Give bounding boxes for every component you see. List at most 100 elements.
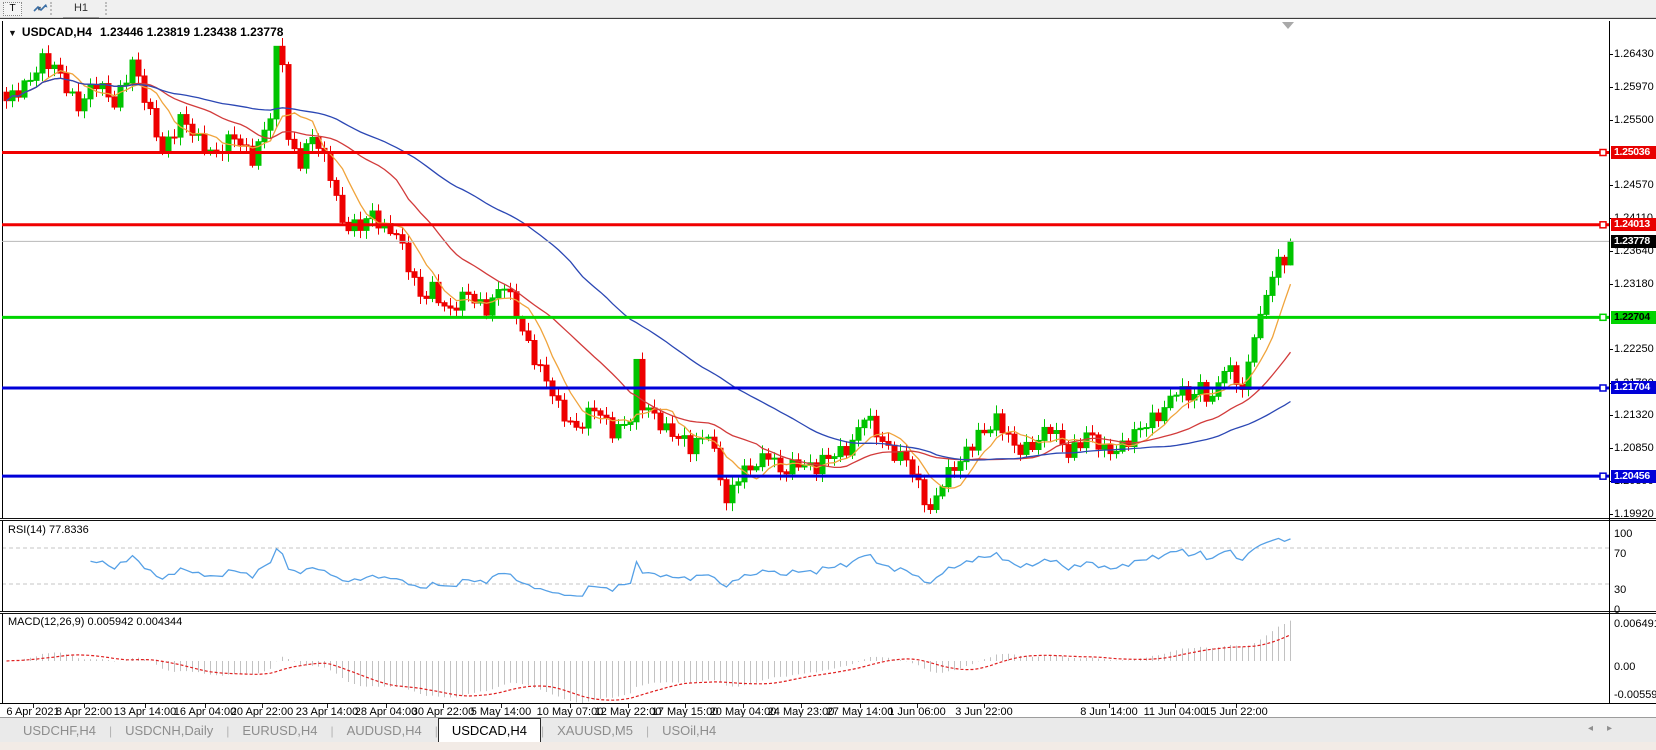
tab-xauusd-m5[interactable]: XAUUSD,M5 [557, 723, 633, 738]
chart-shift-marker-icon[interactable] [1282, 22, 1294, 29]
panel-divider[interactable] [0, 518, 1656, 521]
time-axis-label: 20 Apr 22:00 [230, 706, 294, 718]
tab-separator: | [330, 724, 334, 738]
price-axis-tick [1609, 349, 1613, 351]
price-axis-tick [1609, 415, 1613, 417]
time-axis-label: 17 May 15:00 [651, 706, 719, 718]
indicator-arrows-icon [33, 3, 48, 12]
tab-usdchf-h4[interactable]: USDCHF,H4 [23, 723, 96, 738]
price-axis-badge: 1.23778 [1611, 234, 1656, 248]
price-axis-tick-label: 1.19920 [1614, 508, 1654, 521]
time-axis-tick [1175, 704, 1176, 708]
tab-audusd-h4[interactable]: AUDUSD,H4 [346, 723, 422, 738]
price-axis-tick [1609, 251, 1613, 253]
time-axis-tick [262, 704, 263, 708]
macd-axis-label: -0.005593 [1614, 689, 1656, 701]
rsi-panel-canvas[interactable] [2, 521, 1609, 611]
tab-scroll-right-icon[interactable]: ▸ [1606, 723, 1626, 734]
tab-usdcnh-daily[interactable]: USDCNH,Daily [125, 723, 214, 738]
time-axis-tick [33, 704, 34, 708]
price-axis-tick-label: 1.22250 [1614, 343, 1654, 356]
time-axis-tick [501, 704, 502, 708]
tab-eurusd-h4[interactable]: EURUSD,H4 [242, 723, 318, 738]
price-axis-tick [1609, 283, 1613, 285]
tab-usdcad-h4[interactable]: USDCAD,H4 [437, 718, 541, 742]
chart-tab-bar: USDCHF,H4 | USDCNH,Daily | EURUSD,H4 | AUDUSD,… [0, 717, 1656, 742]
timeframe-button-h1[interactable]: H1 [73, 2, 89, 14]
time-axis[interactable]: 6 Apr 2021 8 Apr 22:00 13 Apr 14:00 16 Apr … [0, 703, 1656, 718]
rsi-axis-label: 70 [1614, 548, 1627, 560]
price-chart-canvas[interactable] [2, 21, 1609, 518]
macd-axis-label: 0.006491 [1614, 618, 1656, 630]
tab-separator: | [226, 724, 230, 738]
time-axis-label: 3 Jun 22:00 [955, 706, 1013, 718]
rsi-axis-label: 0 [1614, 604, 1621, 616]
price-axis-badge: 1.20456 [1611, 469, 1656, 483]
tab-usoil-h4[interactable]: USOil,H4 [662, 723, 717, 738]
chart-title: ▼ USDCAD,H4 1.23446 1.23819 1.23438 1.2377… [8, 25, 283, 39]
indicators-dropdown-button[interactable]: ▾ [30, 1, 48, 16]
price-axis-tick-label: 1.25500 [1614, 113, 1654, 126]
tab-separator: | [645, 724, 650, 738]
price-axis-tick [1609, 86, 1613, 88]
panel-divider[interactable] [0, 611, 1656, 614]
time-axis-label: 8 Jun 14:00 [1080, 706, 1138, 718]
rsi-axis-label: 30 [1614, 584, 1627, 596]
time-axis-tick [570, 704, 571, 708]
price-axis-badge: 1.24013 [1611, 218, 1656, 232]
time-axis-tick [984, 704, 985, 708]
price-axis-badge: 1.22704 [1611, 310, 1656, 324]
tab-scroll-left-icon[interactable]: ◂ [1587, 723, 1607, 734]
price-axis-badge: 1.21704 [1611, 381, 1656, 395]
price-axis-border [1609, 21, 1610, 703]
toolbar-separator [50, 2, 57, 15]
chart-ohlc-values: 1.23446 1.23819 1.23438 1.23778 [99, 25, 284, 39]
tab-scroll-arrows[interactable]: ◂▸ [1588, 723, 1626, 734]
rsi-indicator-label: RSI(14) 77.8336 [8, 524, 89, 536]
time-axis-tick [743, 704, 744, 708]
time-axis-label: 24 May 23:00 [767, 706, 835, 718]
chart-symbol-label: USDCAD,H4 [21, 25, 92, 39]
time-axis-tick [685, 704, 686, 708]
price-axis-tick-label: 1.21320 [1614, 409, 1654, 422]
price-axis-tick [1609, 54, 1613, 55]
rsi-axis-label: 100 [1614, 528, 1633, 540]
chart-context-arrow-icon[interactable]: ▼ [8, 28, 17, 38]
price-axis-tick-label: 1.23640 [1614, 245, 1654, 258]
time-axis-label: 6 Apr 2021 [6, 706, 60, 718]
macd-axis-label: 0.00 [1614, 661, 1636, 673]
text-tool-button[interactable]: T [3, 1, 22, 16]
price-axis-tick [1609, 119, 1613, 121]
tab-separator: | [540, 724, 545, 738]
time-axis-label: 11 Jun 04:00 [1143, 706, 1207, 718]
top-toolbar: T ▾ M1M5M15M30H1H4D1W1MN [0, 0, 1656, 82]
time-axis-label: 20 May 04:00 [709, 706, 777, 718]
price-axis-tick [1609, 448, 1613, 450]
time-axis-label: 12 May 22:00 [594, 706, 662, 718]
price-axis-tick-label: 1.26430 [1614, 48, 1654, 60]
time-axis-label: 1 Jun 06:00 [888, 706, 946, 718]
macd-panel-canvas[interactable] [2, 614, 1609, 703]
macd-indicator-label: MACD(12,26,9) 0.005942 0.004344 [8, 616, 183, 628]
time-axis-tick [145, 704, 146, 708]
time-axis-tick [917, 704, 918, 708]
time-axis-tick [801, 704, 802, 708]
time-axis-label: 23 Apr 14:00 [295, 706, 359, 718]
time-axis-label: 28 Apr 04:00 [354, 706, 418, 718]
price-axis-tick [1609, 514, 1613, 516]
chart-window[interactable]: ▼ USDCAD,H4 1.23446 1.23819 1.23438 1.2377… [0, 18, 1656, 718]
time-axis-label: 8 Apr 22:00 [55, 706, 113, 718]
time-axis-tick [205, 704, 206, 708]
time-axis-tick [628, 704, 629, 708]
time-axis-label: 5 May 14:00 [470, 706, 532, 718]
price-axis-tick-label: 1.24570 [1614, 179, 1654, 192]
status-strip [0, 742, 1656, 750]
time-axis-tick [386, 704, 387, 708]
time-axis-tick [1109, 704, 1110, 708]
time-axis-tick [84, 704, 85, 708]
time-axis-label: 27 May 14:00 [826, 706, 894, 718]
time-axis-label: 13 Apr 14:00 [113, 706, 177, 718]
time-axis-tick [327, 704, 328, 708]
price-axis-badge: 1.25036 [1611, 146, 1656, 159]
